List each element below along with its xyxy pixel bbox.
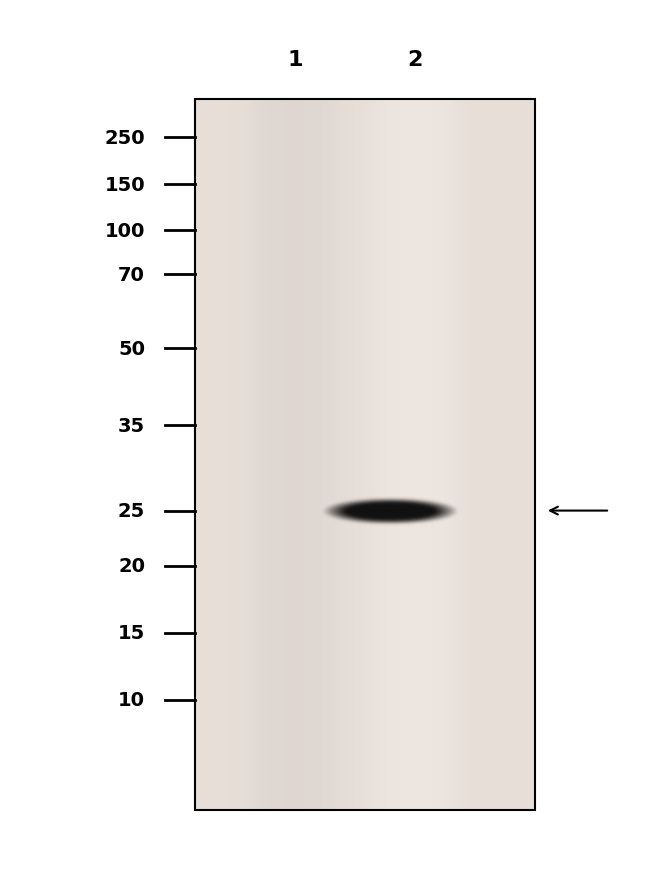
Bar [195, 100, 535, 810]
Text: 150: 150 [105, 176, 145, 195]
Text: 70: 70 [118, 266, 145, 284]
Text: 2: 2 [408, 50, 422, 70]
Text: 250: 250 [105, 129, 145, 148]
Text: 100: 100 [105, 222, 145, 241]
Text: 25: 25 [118, 501, 145, 521]
Text: 35: 35 [118, 416, 145, 435]
Text: 1: 1 [287, 50, 303, 70]
Text: 20: 20 [118, 556, 145, 575]
Text: 15: 15 [118, 624, 145, 642]
Text: 10: 10 [118, 691, 145, 709]
Text: 50: 50 [118, 340, 145, 359]
